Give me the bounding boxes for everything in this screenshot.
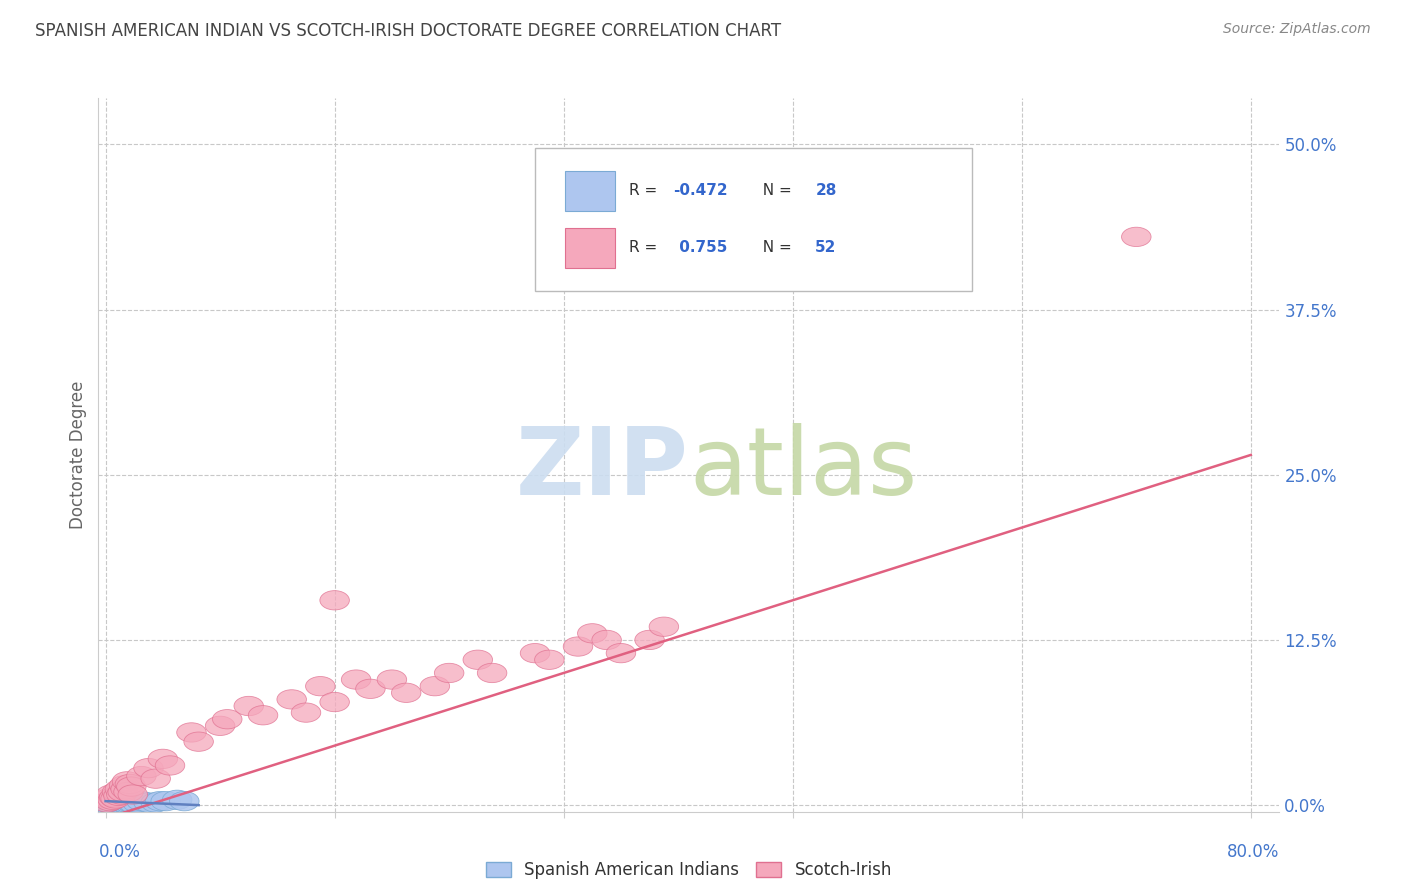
Ellipse shape [184,732,214,751]
Ellipse shape [291,703,321,723]
Ellipse shape [104,786,134,805]
Ellipse shape [233,697,263,715]
Ellipse shape [103,793,132,812]
Ellipse shape [650,617,679,636]
Ellipse shape [592,631,621,649]
Text: 80.0%: 80.0% [1227,843,1279,861]
Ellipse shape [96,794,125,814]
FancyBboxPatch shape [565,228,614,268]
Ellipse shape [134,758,163,778]
Ellipse shape [112,772,142,791]
Ellipse shape [420,676,450,696]
Ellipse shape [94,789,124,808]
Ellipse shape [463,650,492,669]
Ellipse shape [342,670,371,690]
Ellipse shape [606,643,636,663]
Ellipse shape [108,794,138,814]
Text: 52: 52 [815,241,837,255]
FancyBboxPatch shape [536,148,973,291]
Text: 0.755: 0.755 [673,241,727,255]
Ellipse shape [101,794,131,814]
Ellipse shape [127,766,156,786]
Ellipse shape [97,785,127,805]
Ellipse shape [107,785,136,805]
Ellipse shape [134,793,163,812]
Ellipse shape [170,791,200,811]
Ellipse shape [534,650,564,669]
Ellipse shape [150,791,180,811]
Ellipse shape [114,782,143,802]
Ellipse shape [98,790,128,809]
Text: 28: 28 [815,184,837,198]
Ellipse shape [98,794,128,814]
Ellipse shape [141,793,170,812]
Ellipse shape [120,794,149,814]
Ellipse shape [104,794,134,814]
Ellipse shape [111,780,141,799]
Ellipse shape [105,793,135,812]
Text: ZIP: ZIP [516,423,689,516]
Ellipse shape [564,637,593,657]
Ellipse shape [578,624,607,643]
FancyBboxPatch shape [565,171,614,211]
Ellipse shape [155,756,184,775]
Text: 0.0%: 0.0% [98,843,141,861]
Ellipse shape [101,789,131,808]
Text: atlas: atlas [689,423,917,516]
Text: SPANISH AMERICAN INDIAN VS SCOTCH-IRISH DOCTORATE DEGREE CORRELATION CHART: SPANISH AMERICAN INDIAN VS SCOTCH-IRISH … [35,22,782,40]
Ellipse shape [177,723,207,742]
Text: N =: N = [752,184,796,198]
Ellipse shape [321,591,349,610]
Ellipse shape [100,788,129,807]
Text: Source: ZipAtlas.com: Source: ZipAtlas.com [1223,22,1371,37]
Ellipse shape [118,794,148,814]
Text: R =: R = [628,241,662,255]
Y-axis label: Doctorate Degree: Doctorate Degree [69,381,87,529]
Ellipse shape [205,716,235,736]
Ellipse shape [634,631,664,649]
Ellipse shape [94,793,124,812]
Ellipse shape [108,782,138,802]
Ellipse shape [377,670,406,690]
Ellipse shape [111,794,141,814]
Ellipse shape [148,749,177,769]
Ellipse shape [127,791,156,811]
Ellipse shape [305,676,335,696]
Ellipse shape [100,793,129,812]
Ellipse shape [105,780,135,799]
Ellipse shape [115,794,145,814]
Ellipse shape [115,774,145,794]
Ellipse shape [478,664,506,682]
Ellipse shape [97,794,127,814]
Ellipse shape [356,679,385,698]
Ellipse shape [212,709,242,729]
Ellipse shape [110,793,139,812]
Ellipse shape [118,785,148,805]
Text: N =: N = [752,241,796,255]
Ellipse shape [391,683,420,702]
Text: -0.472: -0.472 [673,184,728,198]
Ellipse shape [1122,227,1152,246]
Ellipse shape [145,791,174,811]
Ellipse shape [141,769,170,789]
Ellipse shape [520,643,550,663]
Ellipse shape [249,706,278,725]
Ellipse shape [103,782,132,802]
Text: R =: R = [628,184,662,198]
Ellipse shape [122,793,152,812]
Ellipse shape [96,791,125,811]
Ellipse shape [107,794,136,814]
Ellipse shape [114,793,143,812]
Ellipse shape [434,664,464,682]
Ellipse shape [93,794,122,814]
Legend: Spanish American Indians, Scotch-Irish: Spanish American Indians, Scotch-Irish [479,855,898,886]
Ellipse shape [112,794,142,814]
Ellipse shape [163,790,191,809]
Ellipse shape [110,776,139,795]
Ellipse shape [117,793,146,812]
Ellipse shape [117,777,146,797]
Ellipse shape [277,690,307,709]
Ellipse shape [321,692,349,712]
Ellipse shape [93,793,122,812]
